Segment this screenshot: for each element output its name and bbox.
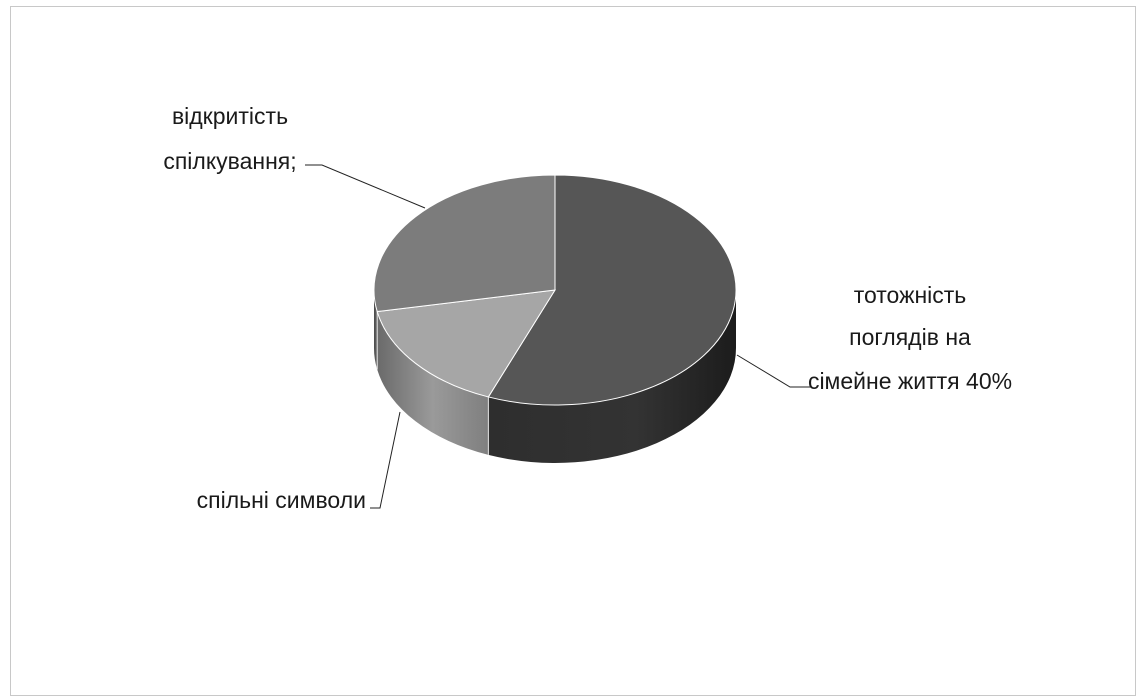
pie-slice-0 — [487, 174, 737, 406]
leader-line-0 — [736, 354, 812, 388]
slice-label-0-line-2: сімейне життя 40% — [808, 368, 1012, 394]
pie-slice-2 — [373, 174, 556, 313]
slice-label-2-line-0: відкритість — [172, 103, 288, 129]
pie-slice-1 — [376, 289, 556, 398]
slice-label-0-line-1: поглядів на — [849, 324, 971, 350]
pie-wall-0 — [488, 290, 736, 463]
leader-line-2 — [305, 164, 426, 209]
pie-chart: тотожність поглядів на сімейне життя 40% сп… — [163, 103, 1012, 513]
leader-line-1 — [370, 411, 401, 509]
pie-wall-1 — [377, 311, 489, 455]
slice-label-2-line-1: спілкування; — [163, 148, 296, 174]
slice-label-0-line-0: тотожність — [854, 282, 967, 308]
slice-label-1-line-0: спільні символи — [197, 487, 366, 513]
